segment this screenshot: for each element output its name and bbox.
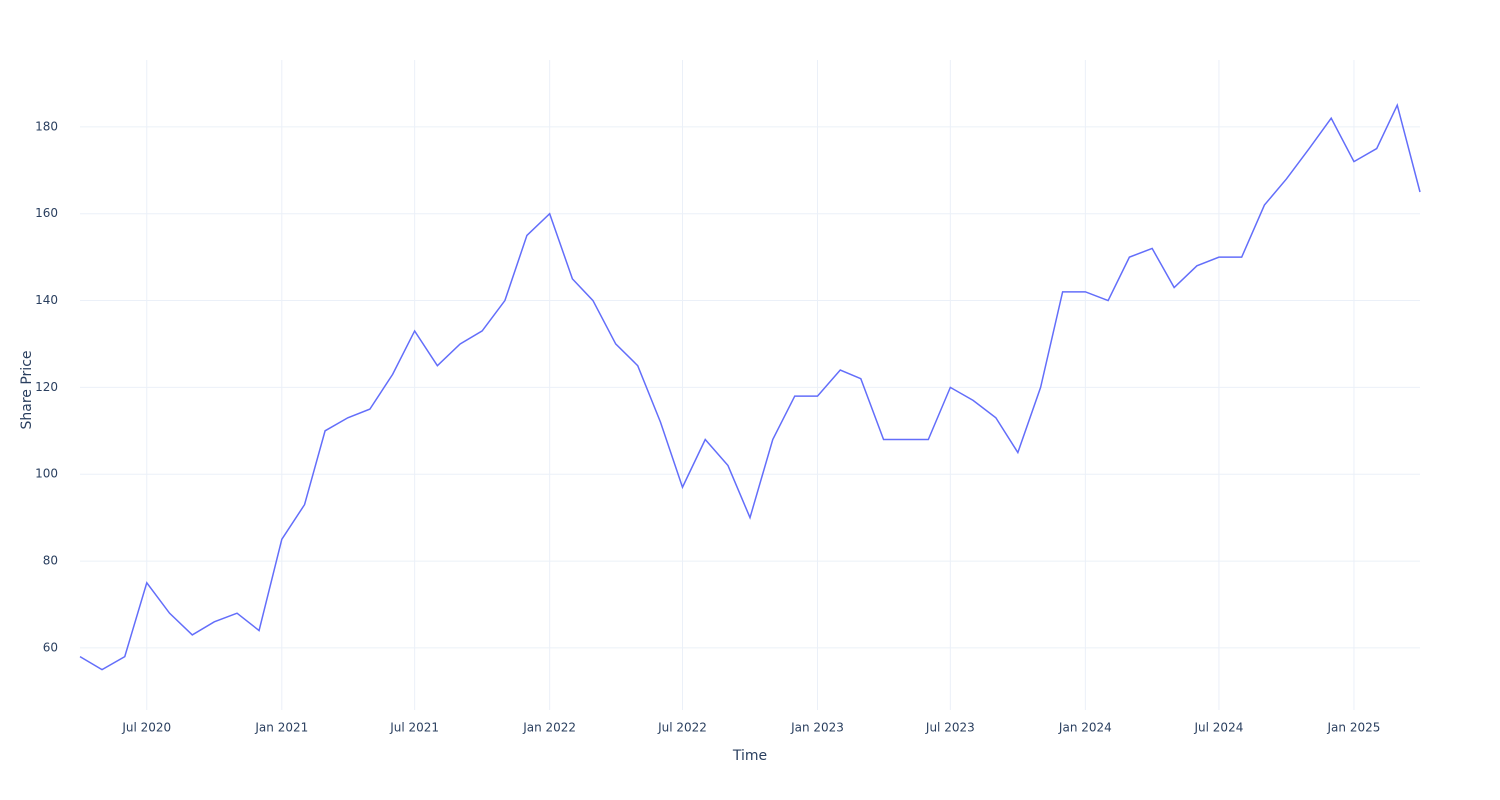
x-tick-label: Jan 2022 [522, 721, 576, 735]
y-tick-label: 60 [43, 640, 58, 654]
y-tick-label: 180 [35, 119, 58, 133]
y-tick-label: 140 [35, 293, 58, 307]
y-tick-label: 80 [43, 554, 58, 568]
x-tick-label: Jan 2025 [1327, 721, 1381, 735]
x-tick-label: Jul 2020 [121, 721, 171, 735]
y-tick-label: 160 [35, 206, 58, 220]
y-axis-title: Share Price [19, 350, 35, 429]
x-tick-label: Jul 2021 [389, 721, 439, 735]
y-tick-label: 100 [35, 467, 58, 481]
x-axis-title: Time [732, 748, 767, 764]
x-tick-label: Jul 2023 [925, 721, 975, 735]
line-series [79, 102, 1421, 671]
x-tick-label: Jan 2024 [1058, 721, 1112, 735]
x-tick-label: Jul 2022 [657, 721, 707, 735]
y-tick-label: 120 [35, 380, 58, 394]
x-tick-label: Jan 2023 [790, 721, 844, 735]
x-tick-label: Jul 2024 [1194, 721, 1244, 735]
x-tick-label: Jan 2021 [254, 721, 308, 735]
